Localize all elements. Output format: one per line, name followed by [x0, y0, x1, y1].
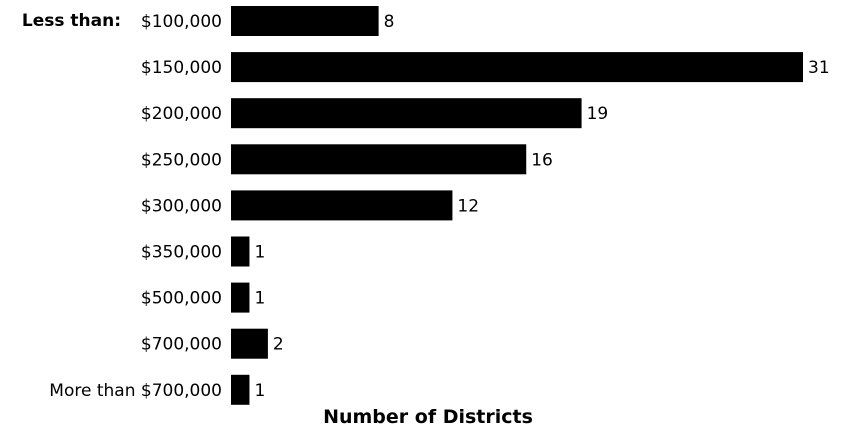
category-label: $200,000 [141, 104, 222, 124]
category-label: $250,000 [141, 150, 222, 170]
bar [231, 282, 250, 313]
bar [231, 144, 527, 175]
bar [231, 190, 453, 221]
bar-value-label: 31 [808, 58, 830, 78]
bar-value-label: 16 [531, 150, 553, 170]
bar-value-label: 1 [254, 289, 265, 309]
category-label: $350,000 [141, 243, 222, 263]
bar-value-label: 8 [384, 12, 395, 32]
bar-value-label: 12 [457, 196, 479, 216]
bar-value-label: 2 [273, 335, 284, 355]
bar [231, 328, 268, 359]
bar [231, 98, 582, 129]
bar [231, 236, 250, 267]
bars-group: $100,000 8 $150,000 31 $200,000 19 $250,000 16 $… [49, 6, 830, 405]
bar [231, 6, 379, 36]
bar-value-label: 1 [254, 381, 265, 401]
category-label: $500,000 [141, 289, 222, 309]
category-label: More than $700,000 [49, 381, 222, 401]
bar-value-label: 19 [587, 104, 609, 124]
bar [231, 52, 803, 83]
category-label: $300,000 [141, 196, 222, 216]
category-prefix-label: Less than: [22, 11, 121, 31]
category-label: $150,000 [141, 58, 222, 78]
category-label: $100,000 [141, 12, 222, 32]
category-label: $700,000 [141, 335, 222, 355]
x-axis-title: Number of Districts [323, 406, 533, 428]
bar [231, 374, 250, 405]
bar-value-label: 1 [254, 243, 265, 263]
